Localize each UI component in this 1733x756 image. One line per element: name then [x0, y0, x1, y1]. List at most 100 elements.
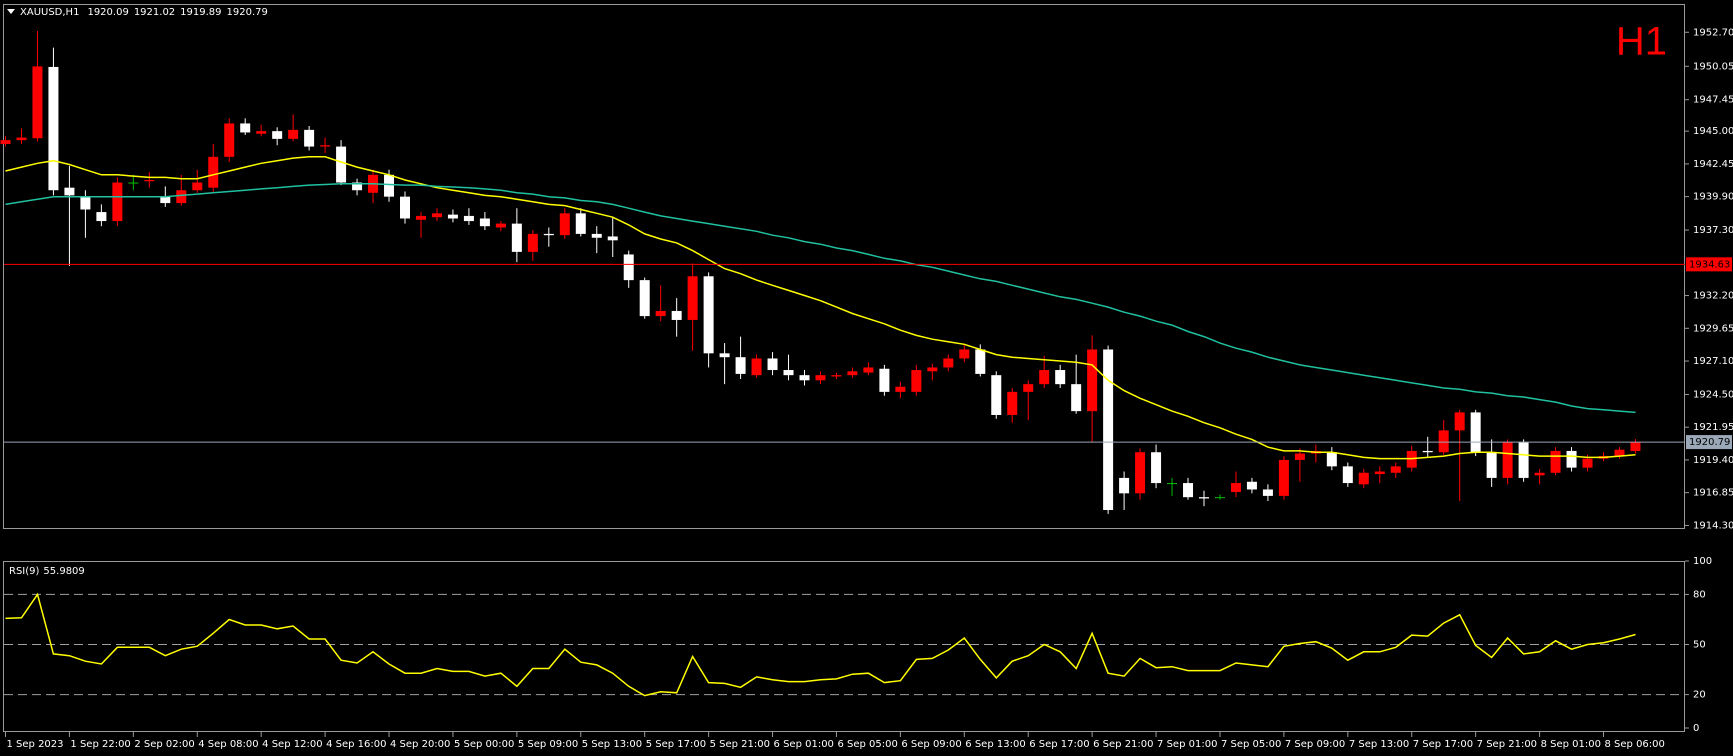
- candle-body: [1214, 497, 1225, 499]
- candle-body: [495, 223, 506, 228]
- candle-body: [463, 215, 474, 222]
- candle-body: [1119, 477, 1130, 494]
- candle-body: [927, 367, 938, 372]
- candle-body: [863, 367, 874, 373]
- candle-body: [1023, 384, 1034, 392]
- candle-body: [575, 213, 586, 234]
- candle-body: [144, 179, 155, 182]
- candle-body: [272, 131, 283, 139]
- candle-body: [1055, 370, 1066, 385]
- candle-body: [64, 187, 75, 196]
- candle-body: [447, 214, 458, 219]
- candle-body: [879, 368, 890, 392]
- x-tick-label: 4 Sep 20:00: [390, 739, 450, 750]
- header-close: 1920.79: [227, 7, 268, 18]
- candle-body: [0, 140, 11, 144]
- candle-body: [1518, 441, 1529, 478]
- candle-body: [623, 254, 634, 281]
- y-tick-label: 1927.10: [1693, 356, 1733, 367]
- candle-body: [1534, 472, 1545, 476]
- header-open: 1920.09: [87, 7, 128, 18]
- candle-body: [336, 146, 347, 183]
- candle-body: [911, 370, 922, 392]
- candle-body: [240, 123, 251, 133]
- candle-body: [1151, 452, 1162, 484]
- header-high: 1921.02: [134, 7, 175, 18]
- candle-body: [112, 182, 123, 222]
- candle-body: [1246, 481, 1257, 490]
- candle-body: [400, 196, 410, 219]
- indicator-line: [5, 183, 1636, 414]
- x-tick-label: 7 Sep 05:00: [1221, 739, 1281, 750]
- candle-body: [80, 196, 91, 210]
- candle-body: [1358, 472, 1369, 485]
- candle-body: [1103, 349, 1114, 511]
- y-tick-label: 1921.95: [1693, 422, 1733, 433]
- indicator-line: [5, 156, 1636, 460]
- candle-body: [527, 233, 538, 252]
- price-marker: [1686, 257, 1732, 272]
- price-marker: [1686, 435, 1732, 450]
- candle-body: [1566, 450, 1577, 468]
- candle-body: [256, 131, 267, 134]
- x-tick-label: 1 Sep 2023: [7, 739, 64, 750]
- candle-body: [655, 310, 666, 317]
- candle-body: [1039, 370, 1050, 385]
- candle-body: [687, 276, 698, 320]
- candle-body: [847, 371, 858, 376]
- candle-body: [208, 156, 219, 188]
- indicator-line: [5, 592, 1636, 697]
- timeframe-label: H1: [1616, 20, 1667, 64]
- candle-body: [1342, 466, 1353, 484]
- y-tick-label: 1945.00: [1693, 126, 1733, 137]
- x-tick-label: 5 Sep 00:00: [454, 739, 514, 750]
- candle-body: [1262, 489, 1273, 496]
- candle-body: [176, 190, 187, 204]
- candle-body: [959, 349, 970, 359]
- x-tick-label: 5 Sep 09:00: [518, 739, 578, 750]
- header-low: 1919.89: [180, 7, 221, 18]
- price-panel-frame: [3, 4, 1685, 529]
- x-tick-label: 4 Sep 16:00: [326, 739, 386, 750]
- candle-body: [192, 182, 203, 191]
- candle-body: [1199, 497, 1209, 499]
- candle-body: [975, 349, 986, 374]
- x-tick-label: 8 Sep 06:00: [1605, 739, 1665, 750]
- rsi-header: RSI(9) 55.9809: [9, 566, 85, 577]
- y-tick-label: 1914.30: [1693, 520, 1733, 531]
- candle-body: [559, 213, 570, 236]
- x-tick-label: 6 Sep 21:00: [1093, 739, 1153, 750]
- rsi-value: 55.9809: [43, 566, 84, 577]
- candle-body: [128, 182, 139, 184]
- candle-body: [1087, 349, 1098, 412]
- y-tick-label: 80: [1693, 589, 1706, 600]
- y-tick-label: 1924.50: [1693, 389, 1733, 400]
- y-tick-label: 1950.05: [1693, 61, 1733, 72]
- candle-body: [304, 129, 315, 147]
- x-tick-label: 6 Sep 17:00: [1029, 739, 1089, 750]
- rsi-title: RSI(9): [9, 566, 40, 577]
- candle-body: [767, 358, 778, 371]
- x-tick-label: 4 Sep 08:00: [198, 739, 258, 750]
- rsi-panel-frame: [3, 561, 1685, 732]
- candle-body: [1326, 452, 1337, 467]
- candle-body: [991, 375, 1002, 415]
- candle-body: [591, 233, 602, 238]
- candle-body: [1502, 441, 1513, 478]
- candle-body: [1422, 450, 1433, 453]
- candle-body: [431, 213, 442, 218]
- chart-header: XAUUSD,H1 1920.09 1921.02 1919.89 1920.79: [20, 7, 268, 18]
- candle-body: [320, 145, 331, 147]
- candle-body: [607, 236, 618, 241]
- candle-body: [831, 375, 842, 377]
- x-tick-label: 6 Sep 05:00: [837, 739, 897, 750]
- y-tick-label: 1929.65: [1693, 323, 1733, 334]
- y-tick-label: 1947.45: [1693, 95, 1733, 106]
- y-tick-label: 20: [1693, 690, 1706, 701]
- candle-body: [751, 358, 762, 376]
- candle-body: [1183, 483, 1194, 498]
- candle-body: [1550, 450, 1561, 473]
- candle-body: [1470, 412, 1481, 453]
